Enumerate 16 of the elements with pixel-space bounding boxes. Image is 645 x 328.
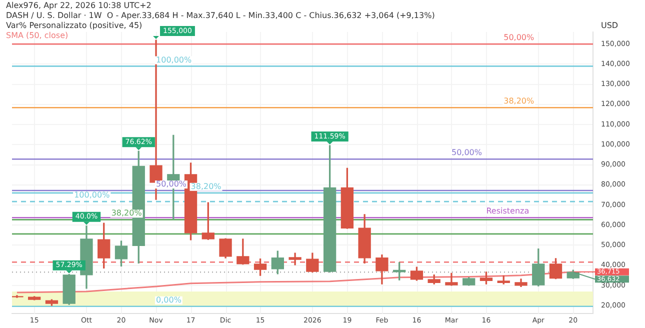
- y-axis-title: USD: [601, 21, 618, 30]
- annotation: 38,20%: [190, 182, 222, 191]
- annotation: 50,00%: [504, 33, 535, 42]
- text: Var% Personalizzato (positive, 45): [6, 21, 142, 30]
- annotation: 100,00%: [74, 190, 110, 200]
- candlestick: [288, 252, 302, 266]
- annotation: 0,00%: [156, 295, 182, 304]
- chart-title: DASH / U. S. Dollar · 1W O - Aper.33,684 H - Max.37,640 L - Min.33,400 C - Chius.36,632 +3,064 (+9,13%): [6, 11, 435, 20]
- annotation: 38,20%: [111, 208, 142, 218]
- annotation: 50,00%: [156, 180, 187, 189]
- annotation: 50,00%: [451, 148, 482, 158]
- annotation: Resistenza: [486, 206, 530, 216]
- text: Alex976, Apr 22, 2026 10:38 UTC+2: [6, 1, 152, 10]
- annotation: 100,00%: [156, 55, 192, 64]
- annotation: 38,20%: [504, 96, 535, 106]
- text: SMA (50, close): [6, 31, 68, 40]
